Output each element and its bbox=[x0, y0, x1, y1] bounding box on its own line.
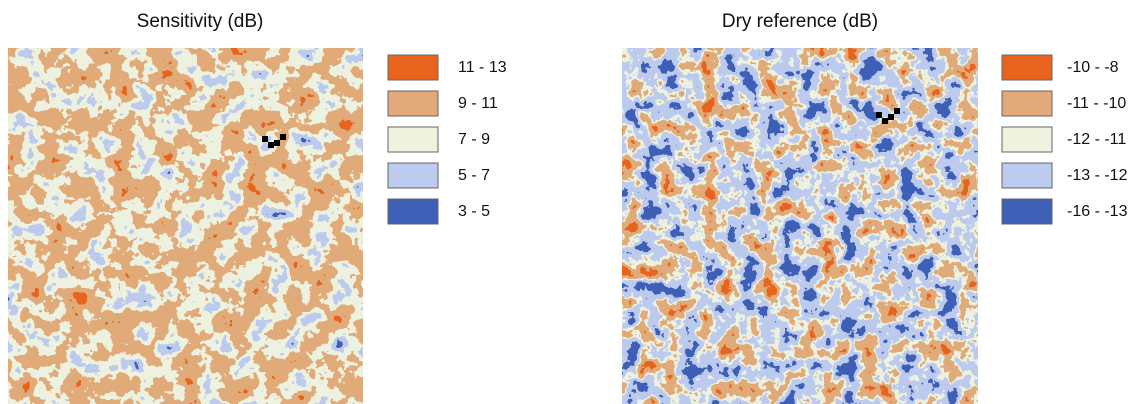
legend-swatch bbox=[1001, 90, 1053, 117]
legend-label: 5 - 7 bbox=[458, 167, 490, 184]
no-data-pixel bbox=[280, 134, 286, 140]
legend-label: -13 - -12 bbox=[1067, 167, 1128, 184]
legend-label: 3 - 5 bbox=[458, 203, 490, 220]
legend-swatch bbox=[1001, 162, 1053, 189]
no-data-pixel bbox=[888, 114, 894, 120]
legend-swatch bbox=[1001, 198, 1053, 225]
no-data-pixel bbox=[268, 142, 274, 148]
no-data-pixel bbox=[894, 108, 900, 114]
raster-map bbox=[622, 48, 978, 404]
legend-label: -11 - -10 bbox=[1067, 95, 1126, 112]
legend-swatch bbox=[387, 90, 439, 117]
no-data-pixel bbox=[882, 118, 888, 124]
map-title: Dry reference (dB) bbox=[722, 11, 878, 32]
legend-swatch bbox=[387, 126, 439, 153]
raster-map bbox=[8, 48, 363, 404]
legend-label: -10 - -8 bbox=[1067, 59, 1119, 76]
legend-label: -12 - -11 bbox=[1067, 131, 1126, 148]
no-data-pixel bbox=[262, 136, 268, 142]
legend-label: 7 - 9 bbox=[458, 131, 490, 148]
legend-label: 11 - 13 bbox=[458, 59, 507, 76]
no-data-pixel bbox=[274, 140, 280, 146]
legend-swatch bbox=[1001, 54, 1053, 81]
legend-label: -16 - -13 bbox=[1067, 203, 1128, 220]
legend-swatch bbox=[387, 198, 439, 225]
no-data-pixel bbox=[876, 112, 882, 118]
legend-swatch bbox=[1001, 126, 1053, 153]
legend-swatch bbox=[387, 54, 439, 81]
map-title: Sensitivity (dB) bbox=[137, 11, 264, 32]
legend-swatch bbox=[387, 162, 439, 189]
legend-label: 9 - 11 bbox=[458, 95, 498, 112]
